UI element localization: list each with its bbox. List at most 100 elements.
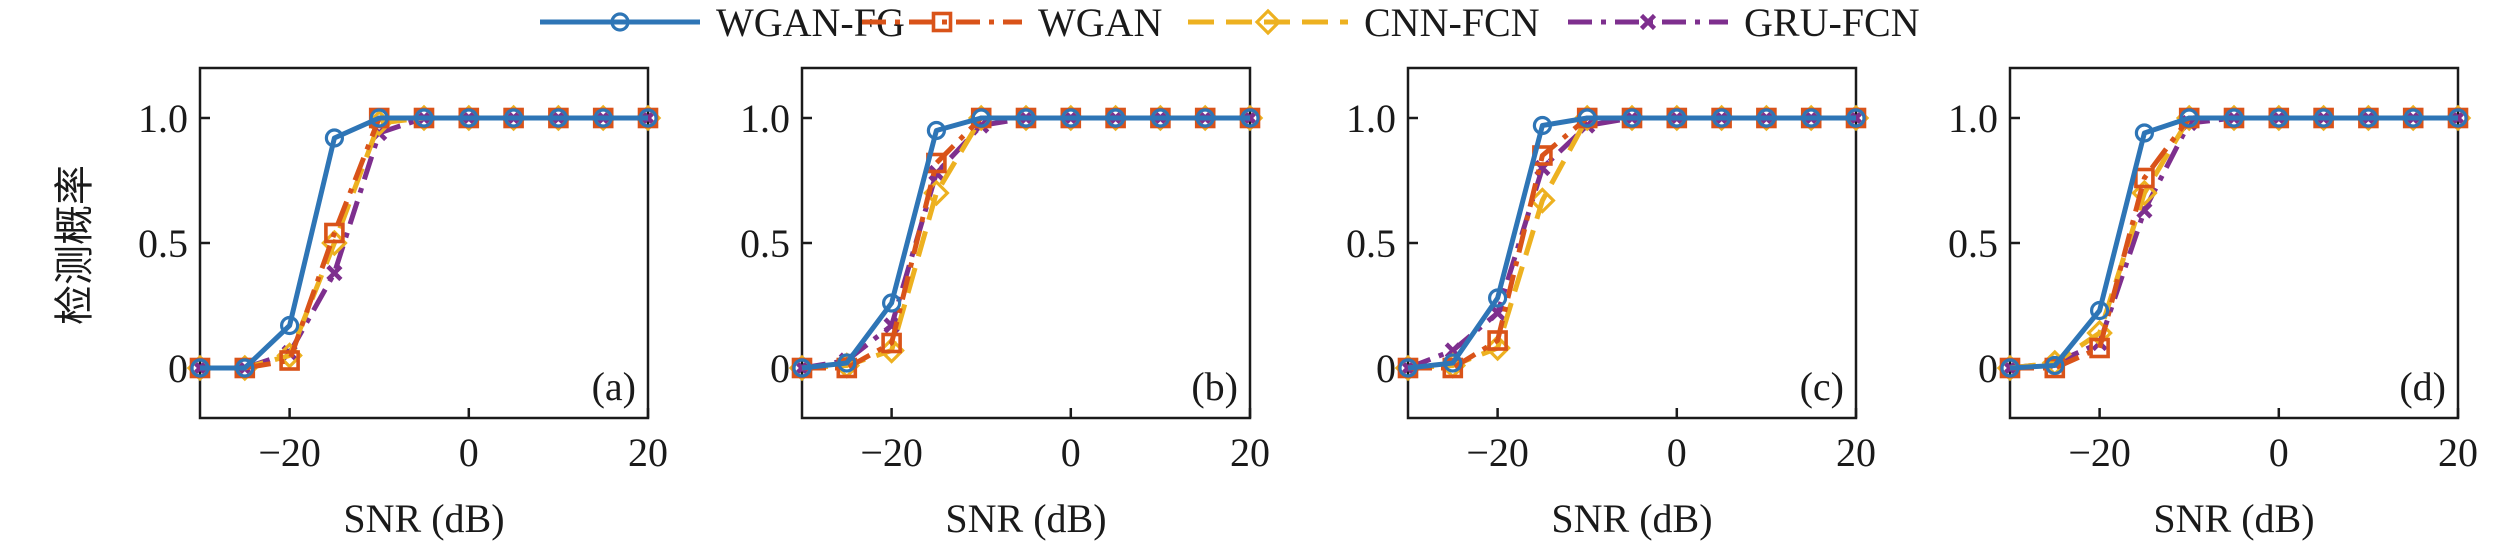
y-tick-label: 0.5 [138,221,188,266]
y-tick-label: 0.5 [1346,221,1396,266]
data-point-wgan_fg [1240,108,1260,128]
data-point-wgan_fg [1846,108,1866,128]
series-wgan_fg [1398,108,1866,378]
series-cnn_fcn [1996,104,2472,382]
data-point-wgan_fg [1150,108,1171,128]
x-tick-label: −20 [860,430,923,475]
y-tick-label: 0.5 [1948,221,1998,266]
data-point-wgan_fg [1532,115,1553,136]
data-point-wgan_fg [1061,108,1081,128]
series-line-wgan_fg [200,115,648,371]
data-point-wgan_fg [593,108,613,128]
data-point-wgan_fg [2045,355,2065,376]
data-point-wgan [2089,337,2110,359]
data-point-wgan_fg [638,108,658,128]
data-point-wgan_fg [324,128,344,148]
data-point-wgan_fg [2314,108,2334,128]
data-point-wgan_fg [548,108,569,128]
data-point-wgan_fg [2448,108,2468,128]
x-tick-label: 0 [2269,430,2289,475]
legend-item-wgan: WGAN [862,0,1162,45]
series-wgan [1999,107,2469,379]
data-point-wgan_fg [2403,108,2423,128]
data-point-wgan [324,222,345,244]
series-wgan_fg [792,108,1260,378]
data-point-wgan_fg [2000,358,2020,378]
data-point-wgan_fg [2269,108,2289,128]
series-wgan [791,107,1261,379]
series-line-gru_fcn [2009,115,2458,371]
x-axis-label: SNR (dB) [945,496,1106,541]
data-point-wgan_fg [1105,108,1126,128]
x-axis-label: SNR (dB) [2153,496,2314,541]
data-point-wgan_fg [2179,108,2199,128]
series-line-wgan_fg [801,115,1250,371]
x-tick-label: 0 [1061,430,1081,475]
data-point-wgan_fg [2224,108,2244,128]
x-axis-label: SNR (dB) [1551,496,1712,541]
chart-panel-3: 0 0.5 1.0 −20 0 20 SNR (dB) (c) [1346,66,1876,541]
series-cnn_fcn [186,104,662,382]
data-point-wgan_fg [280,315,300,336]
legend-item-gru_fcn: GRU-FCN [1568,0,1920,45]
data-point-wgan_fg [837,353,857,373]
series-wgan_fg [190,108,658,378]
legend: WGAN-FG WGAN CNN-FCN GRU-FCN [540,0,1920,45]
data-point-wgan_fg [1487,288,1508,308]
y-tick-label: 1.0 [1948,96,1998,141]
data-point-wgan_fg [792,358,812,378]
data-point-wgan_fg [1801,108,1821,128]
legend-marker-gru_fcn [1639,13,1657,31]
legend-label-cnn_fcn: CNN-FCN [1364,0,1540,45]
series-line-wgan_fg [1407,115,1856,371]
series-wgan [189,107,659,379]
series-gru_fcn [2001,109,2467,377]
data-point-wgan_fg [926,120,947,141]
y-axis-label: 检测概率 [52,165,97,325]
chart-panel-1: 0 0.5 1.0 −20 0 20 SNR (dB) (a) [138,66,668,541]
data-point-wgan [1487,330,1508,351]
series-line-cnn_fcn [2009,115,2458,371]
data-point-wgan_fg [1016,108,1036,128]
data-point-wgan_fg [2134,123,2154,143]
panel-label: (d) [2399,364,2446,409]
data-point-wgan_fg [2358,108,2378,128]
y-tick-label: 1.0 [1346,96,1396,141]
legend-marker-wgan_fg [610,12,630,32]
x-tick-label: −20 [1466,430,1529,475]
data-point-wgan_fg [369,108,389,128]
data-point-wgan_fg [190,358,210,378]
x-tick-label: 20 [2438,430,2478,475]
legend-item-wgan_fg: WGAN-FG [540,0,905,45]
series-line-cnn_fcn [200,115,648,371]
data-point-wgan_fg [503,108,524,128]
series-gru_fcn [191,109,657,377]
x-tick-label: 20 [1836,430,1876,475]
x-tick-label: 20 [628,430,668,475]
legend-marker-cnn_fcn [1254,8,1282,36]
panel-label: (c) [1800,364,1844,409]
y-tick-label: 0 [168,346,188,391]
data-point-wgan_fg [881,293,902,313]
y-tick-label: 1.0 [138,96,188,141]
data-point-wgan_fg [1667,108,1687,128]
data-point-wgan_fg [1756,108,1777,128]
legend-label-gru_fcn: GRU-FCN [1744,0,1920,45]
series-line-wgan_fg [2009,115,2458,371]
data-point-wgan_fg [2090,300,2110,321]
y-tick-label: 0 [1978,346,1998,391]
data-point-wgan_fg [414,108,434,128]
series-line-gru_fcn [200,115,648,371]
data-point-wgan [2134,167,2155,189]
y-tick-label: 0 [770,346,790,391]
series-wgan_fg [2000,108,2468,378]
y-tick-label: 0 [1376,346,1396,391]
chart-panel-2: 0 0.5 1.0 −20 0 20 SNR (dB) (b) [740,66,1270,541]
y-tick-label: 1.0 [740,96,790,141]
panel-label: (b) [1191,364,1238,409]
series-cnn_fcn [788,104,1264,382]
legend-item-cnn_fcn: CNN-FCN [1188,0,1540,45]
data-point-wgan_fg [971,108,991,128]
data-point-wgan_fg [459,108,479,128]
